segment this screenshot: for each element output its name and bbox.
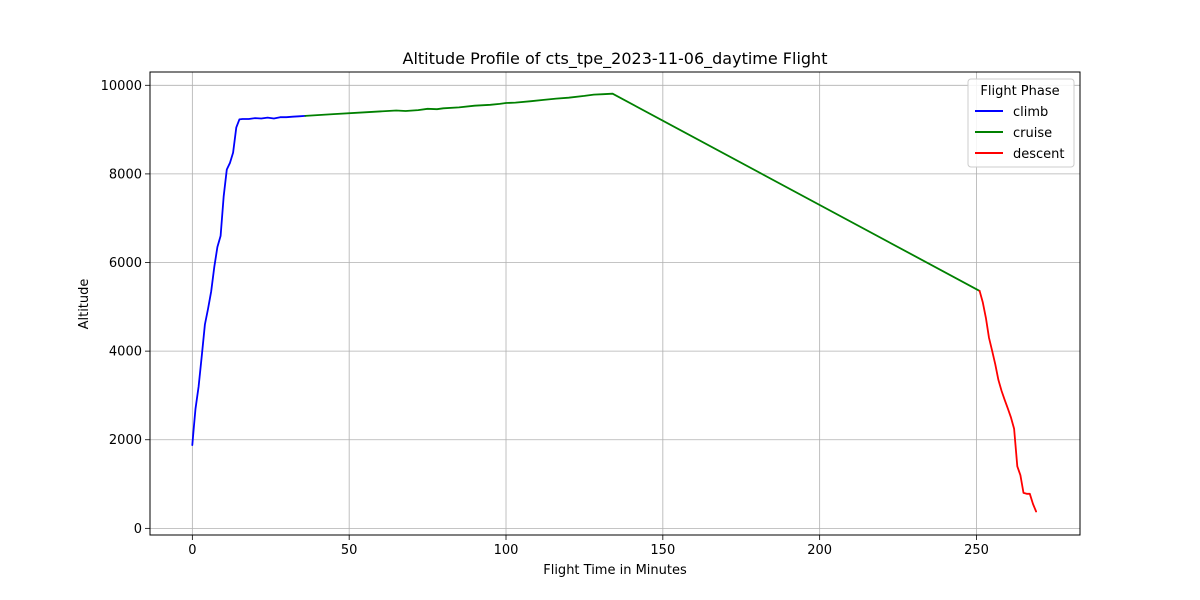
y-tick-label: 6000	[109, 256, 142, 271]
legend-label-descent: descent	[1013, 147, 1065, 162]
x-axis-label: Flight Time in Minutes	[543, 563, 687, 578]
x-tick-label: 150	[650, 543, 675, 558]
legend: Flight Phase climb cruise descent	[967, 78, 1075, 168]
y-tick-label: 2000	[109, 433, 142, 448]
chart-title: Altitude Profile of cts_tpe_2023-11-06_d…	[403, 49, 828, 69]
legend-label-climb: climb	[1013, 105, 1048, 120]
x-tick-label: 100	[494, 543, 519, 558]
series-line-descent	[978, 289, 1037, 513]
y-tick-label: 8000	[109, 167, 142, 182]
y-axis-label: Altitude	[77, 279, 92, 330]
y-tick-label: 10000	[101, 79, 142, 94]
series-line-cruise	[304, 92, 981, 292]
series-line-climb	[191, 115, 307, 447]
legend-label-cruise: cruise	[1013, 126, 1052, 141]
y-tick-label: 4000	[109, 345, 142, 360]
x-tick-label: 50	[341, 543, 358, 558]
tick-layer: 0 50 100 150 200 250 0 2000 4000 6000 8000 10000	[101, 79, 989, 558]
y-tick-label: 0	[134, 522, 142, 537]
legend-title: Flight Phase	[980, 84, 1059, 99]
x-tick-label: 200	[807, 543, 832, 558]
plot-frame	[149, 71, 1081, 536]
x-tick-label: 250	[964, 543, 989, 558]
x-tick-label: 0	[188, 543, 196, 558]
series-layer	[191, 92, 1037, 513]
legend-box	[967, 78, 1075, 168]
